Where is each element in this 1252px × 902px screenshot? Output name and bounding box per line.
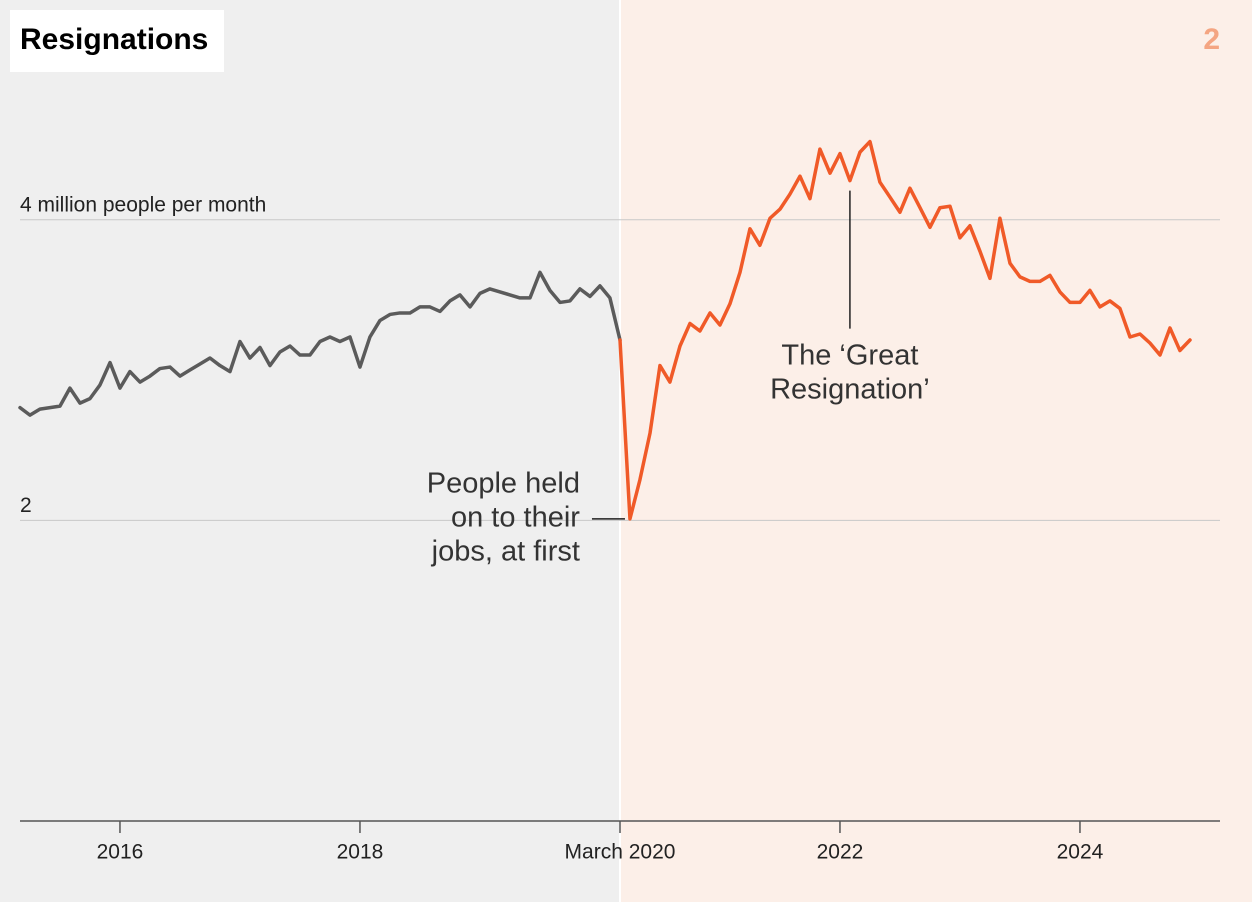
chart-title: Resignations: [20, 23, 208, 56]
x-tick-label: March 2020: [565, 841, 676, 864]
annotation-text: jobs, at first: [431, 536, 580, 568]
x-tick-label: 2018: [337, 841, 384, 864]
x-tick-label: 2016: [97, 841, 144, 864]
annotation-text: Resignation’: [770, 373, 930, 405]
period-background-before: [0, 0, 620, 902]
title-box: [10, 10, 224, 72]
panel-label: 2: [1203, 23, 1220, 56]
annotation-text: The ‘Great: [781, 339, 918, 371]
y-tick-label: 4 million people per month: [20, 193, 266, 216]
annotation-text: People held: [427, 468, 580, 500]
y-tick-label: 2: [20, 494, 32, 517]
x-tick-label: 2022: [817, 841, 864, 864]
x-tick-label: 2024: [1057, 841, 1104, 864]
series-line: [618, 139, 1192, 521]
series-line: [18, 270, 622, 417]
annotation-text: on to their: [451, 502, 580, 534]
period-background-after: [620, 0, 1252, 902]
